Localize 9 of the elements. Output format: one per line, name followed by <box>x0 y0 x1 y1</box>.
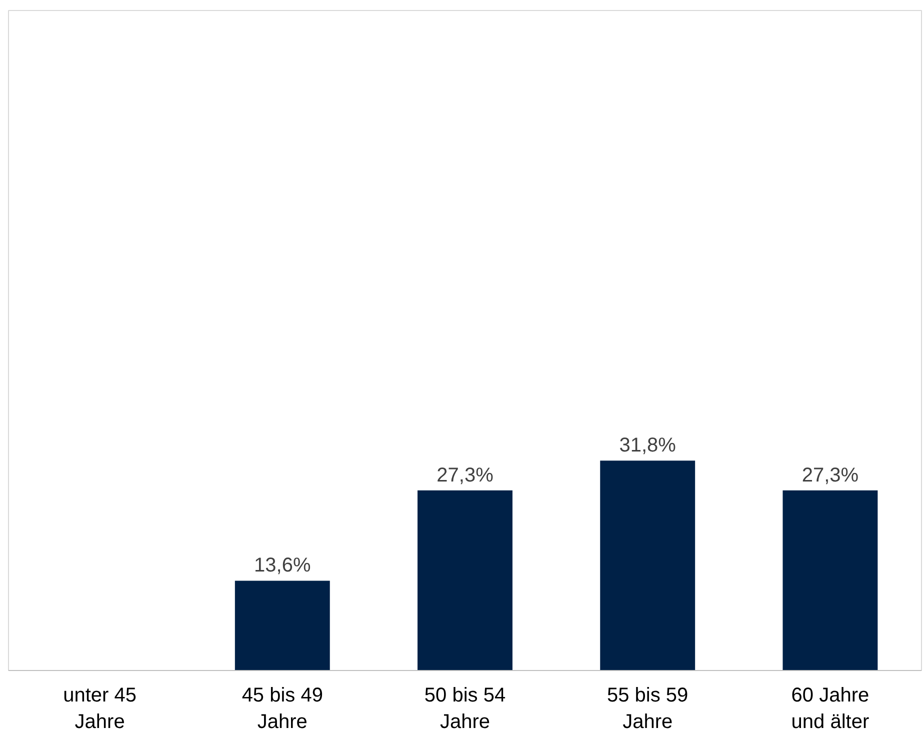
data-label: 31,8% <box>619 434 676 457</box>
data-label: 27,3% <box>436 464 494 486</box>
x-tick-label: 60 Jahre und älter <box>791 684 870 733</box>
data-label: 27,3% <box>802 464 859 486</box>
x-tick-label: 50 bis 54 Jahre <box>424 684 506 733</box>
x-tick-label: 45 bis 49 Jahre <box>242 684 323 733</box>
data-label: 13,6% <box>254 554 311 577</box>
x-tick-label: unter 45 Jahre <box>63 684 136 733</box>
x-tick-label: 55 bis 59 Jahre <box>607 684 688 733</box>
